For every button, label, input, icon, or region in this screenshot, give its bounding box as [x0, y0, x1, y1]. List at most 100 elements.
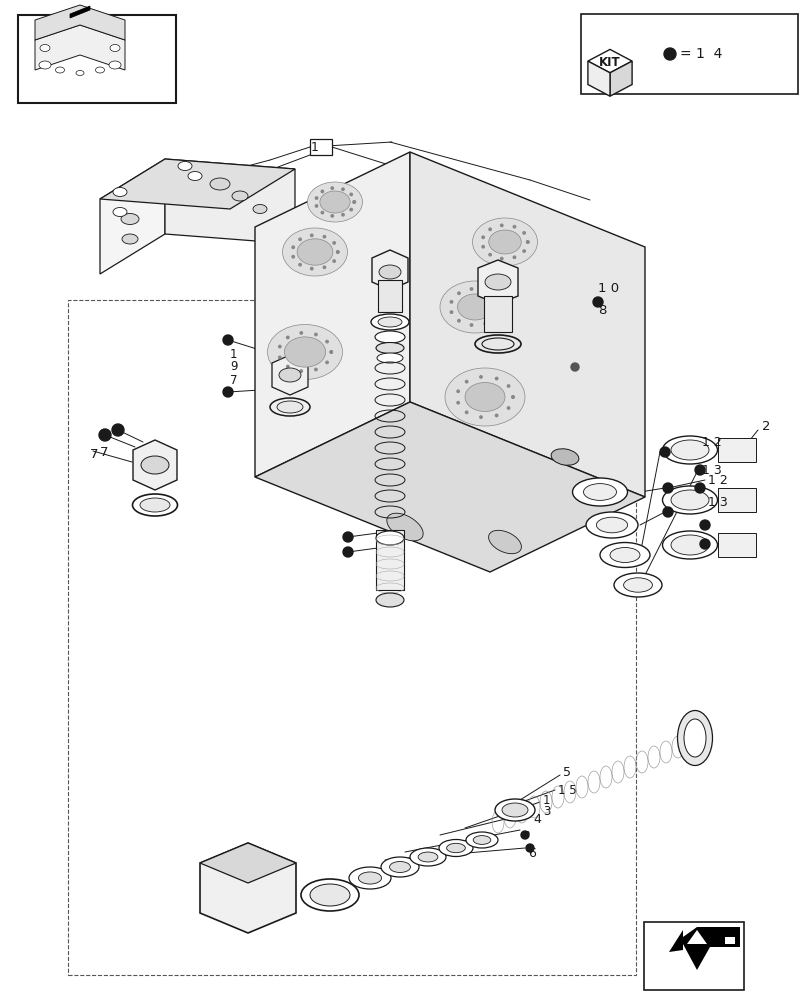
Polygon shape: [686, 930, 734, 944]
Ellipse shape: [297, 239, 333, 265]
Circle shape: [511, 396, 513, 398]
Ellipse shape: [501, 803, 527, 817]
Circle shape: [278, 345, 281, 348]
Circle shape: [333, 260, 335, 262]
Circle shape: [341, 188, 344, 190]
Polygon shape: [478, 260, 517, 304]
Ellipse shape: [178, 162, 191, 171]
Ellipse shape: [375, 531, 404, 545]
Ellipse shape: [662, 486, 717, 514]
Ellipse shape: [683, 719, 705, 757]
Polygon shape: [272, 355, 307, 395]
Circle shape: [223, 387, 233, 397]
Circle shape: [479, 416, 482, 418]
Ellipse shape: [284, 337, 325, 367]
Circle shape: [331, 187, 333, 189]
Circle shape: [223, 335, 233, 345]
Circle shape: [498, 306, 500, 308]
Text: 6: 6: [527, 847, 535, 860]
Text: 1 2: 1 2: [702, 436, 721, 450]
Bar: [68, 300, 635, 975]
Circle shape: [507, 385, 509, 387]
Ellipse shape: [670, 440, 708, 460]
Circle shape: [323, 266, 325, 268]
Polygon shape: [255, 402, 644, 572]
Circle shape: [450, 311, 453, 313]
Ellipse shape: [551, 449, 578, 465]
Circle shape: [315, 333, 317, 336]
Circle shape: [329, 351, 332, 353]
Ellipse shape: [488, 530, 521, 554]
Ellipse shape: [386, 513, 423, 541]
Circle shape: [315, 205, 317, 207]
Text: 1 0: 1 0: [597, 282, 618, 294]
Ellipse shape: [444, 368, 525, 426]
Ellipse shape: [613, 573, 661, 597]
Circle shape: [298, 238, 301, 241]
Ellipse shape: [40, 45, 50, 52]
Ellipse shape: [379, 265, 401, 279]
Text: KIT: KIT: [599, 56, 620, 69]
Polygon shape: [587, 61, 609, 96]
Ellipse shape: [670, 535, 708, 555]
Ellipse shape: [418, 852, 437, 862]
Circle shape: [99, 429, 111, 441]
Circle shape: [353, 201, 355, 203]
Bar: [18, 15, 176, 103]
Text: 7: 7: [100, 446, 109, 458]
Circle shape: [350, 208, 352, 211]
Ellipse shape: [141, 456, 169, 474]
Circle shape: [350, 193, 352, 196]
Polygon shape: [35, 5, 125, 40]
Ellipse shape: [307, 182, 362, 222]
Circle shape: [278, 356, 281, 359]
Ellipse shape: [466, 832, 497, 848]
Ellipse shape: [378, 317, 401, 327]
Bar: [643, 922, 743, 990]
Ellipse shape: [583, 484, 616, 500]
Polygon shape: [35, 25, 125, 70]
Circle shape: [342, 532, 353, 542]
Circle shape: [470, 288, 472, 290]
Polygon shape: [609, 61, 631, 96]
Ellipse shape: [662, 531, 717, 559]
Circle shape: [457, 390, 459, 392]
Circle shape: [694, 465, 704, 475]
Circle shape: [488, 228, 491, 231]
Circle shape: [494, 316, 496, 318]
Ellipse shape: [253, 205, 267, 214]
Circle shape: [694, 483, 704, 493]
Bar: [581, 14, 797, 94]
Polygon shape: [371, 250, 407, 290]
Ellipse shape: [439, 839, 473, 856]
Circle shape: [310, 267, 312, 270]
Circle shape: [333, 242, 335, 244]
Ellipse shape: [670, 490, 708, 510]
Bar: [483, 296, 512, 332]
Bar: [375, 530, 404, 590]
Ellipse shape: [310, 884, 350, 906]
Ellipse shape: [122, 234, 138, 244]
Circle shape: [353, 201, 355, 203]
Text: 5: 5: [562, 766, 570, 778]
Circle shape: [310, 234, 312, 237]
Text: 1 5: 1 5: [557, 784, 576, 796]
Polygon shape: [200, 843, 296, 883]
Bar: [717, 488, 755, 512]
Circle shape: [570, 363, 578, 371]
Text: 1: 1: [311, 141, 319, 154]
Ellipse shape: [488, 230, 521, 254]
Ellipse shape: [267, 324, 342, 379]
Text: 9: 9: [230, 360, 237, 373]
Circle shape: [342, 547, 353, 557]
Ellipse shape: [599, 542, 649, 568]
Ellipse shape: [39, 61, 51, 69]
Text: 2: 2: [761, 420, 770, 434]
Circle shape: [465, 380, 467, 383]
Circle shape: [663, 507, 672, 517]
Ellipse shape: [188, 172, 202, 181]
Circle shape: [483, 322, 486, 325]
Text: 4: 4: [532, 813, 540, 826]
Circle shape: [298, 263, 301, 266]
Circle shape: [292, 256, 294, 258]
